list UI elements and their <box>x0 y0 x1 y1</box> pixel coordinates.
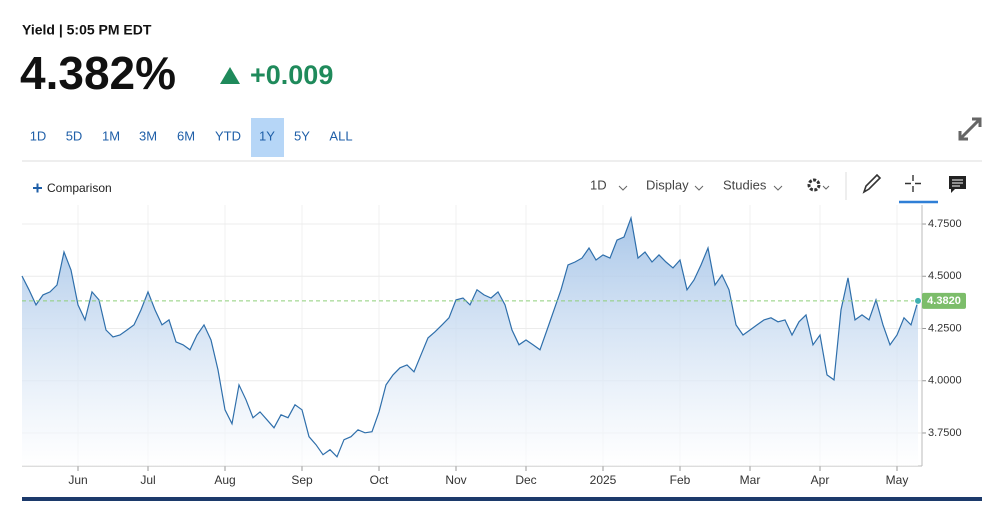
price-change: +0.009 <box>250 60 333 90</box>
range-label: 5D <box>66 128 83 143</box>
x-tick-label: Jul <box>140 473 155 487</box>
range-label: 6M <box>177 128 195 143</box>
range-label: YTD <box>215 128 241 143</box>
x-tick-label: May <box>886 473 909 487</box>
x-tick-label: Jun <box>68 473 87 487</box>
last-point <box>914 296 922 305</box>
chevron <box>694 185 704 191</box>
draw-button[interactable] <box>862 173 882 194</box>
range-button[interactable]: YTD <box>215 128 241 143</box>
line <box>21 215 919 458</box>
range-label: 1D <box>30 128 47 143</box>
range-button[interactable]: ALL <box>329 128 352 143</box>
y-tick-label: 4.5000 <box>928 270 962 282</box>
x-tick-label: Sep <box>291 473 313 487</box>
x-tick-label: Feb <box>670 473 691 487</box>
plot: Jun Jul Aug Sep Oct Nov Dec 2025 Feb Mar Apr May 3.7… <box>21 205 966 487</box>
range-button[interactable]: 5D <box>66 128 83 143</box>
x-tick-label: Nov <box>445 473 466 487</box>
interval-menu[interactable]: 1D <box>590 177 628 192</box>
x-tick-label: Dec <box>515 473 536 487</box>
range-label: 1Y <box>259 128 275 143</box>
last-value-badge <box>922 292 966 309</box>
range-label: 5Y <box>294 128 310 143</box>
range-button[interactable]: 5Y <box>294 128 310 143</box>
range-label: 3M <box>139 128 157 143</box>
settings-button[interactable] <box>807 178 830 192</box>
bottom-bar <box>22 497 982 501</box>
comparison-button[interactable]: Comparison <box>33 181 112 195</box>
range-label: ALL <box>329 128 352 143</box>
notes-button[interactable] <box>949 176 966 193</box>
x-tick-label: Apr <box>811 473 830 487</box>
chevron <box>773 185 783 191</box>
comparison-label: Comparison <box>47 181 112 195</box>
display-label: Display <box>646 177 689 192</box>
range-label: 1M <box>102 128 120 143</box>
last-value-label: 4.3820 <box>927 295 961 307</box>
studies-menu[interactable]: Studies <box>723 177 783 192</box>
x-tick-label: 2025 <box>590 473 617 487</box>
range-button[interactable]: 1Y <box>251 118 284 157</box>
range-button[interactable]: 1M <box>102 128 120 143</box>
expand-icon[interactable] <box>958 117 982 141</box>
x-tick-label: Aug <box>214 473 235 487</box>
range-button[interactable]: 6M <box>177 128 195 143</box>
area <box>22 218 918 466</box>
x-tick-label: Mar <box>740 473 761 487</box>
y-tick-label: 4.7500 <box>928 218 962 230</box>
y-tick-label: 3.7500 <box>928 427 962 439</box>
quote-title: Yield | 5:05 PM EDT <box>22 22 152 38</box>
x-tick-label: Oct <box>370 473 389 487</box>
range-selected-bg <box>251 118 284 157</box>
y-tick-label: 4.0000 <box>928 375 962 387</box>
range-button[interactable]: 1D <box>30 128 47 143</box>
crosshair-button[interactable] <box>899 175 938 204</box>
y-tick-label: 4.2500 <box>928 322 962 334</box>
range-bar: 1D 5D 1M 3M 6M YTD 1Y 5Y ALL <box>30 118 353 157</box>
range-button[interactable]: 3M <box>139 128 157 143</box>
studies-label: Studies <box>723 177 767 192</box>
interval-label: 1D <box>590 177 607 192</box>
up-arrow <box>220 67 240 84</box>
price: 4.382% <box>20 47 176 99</box>
display-menu[interactable]: Display <box>646 177 704 192</box>
chevron <box>618 185 628 191</box>
